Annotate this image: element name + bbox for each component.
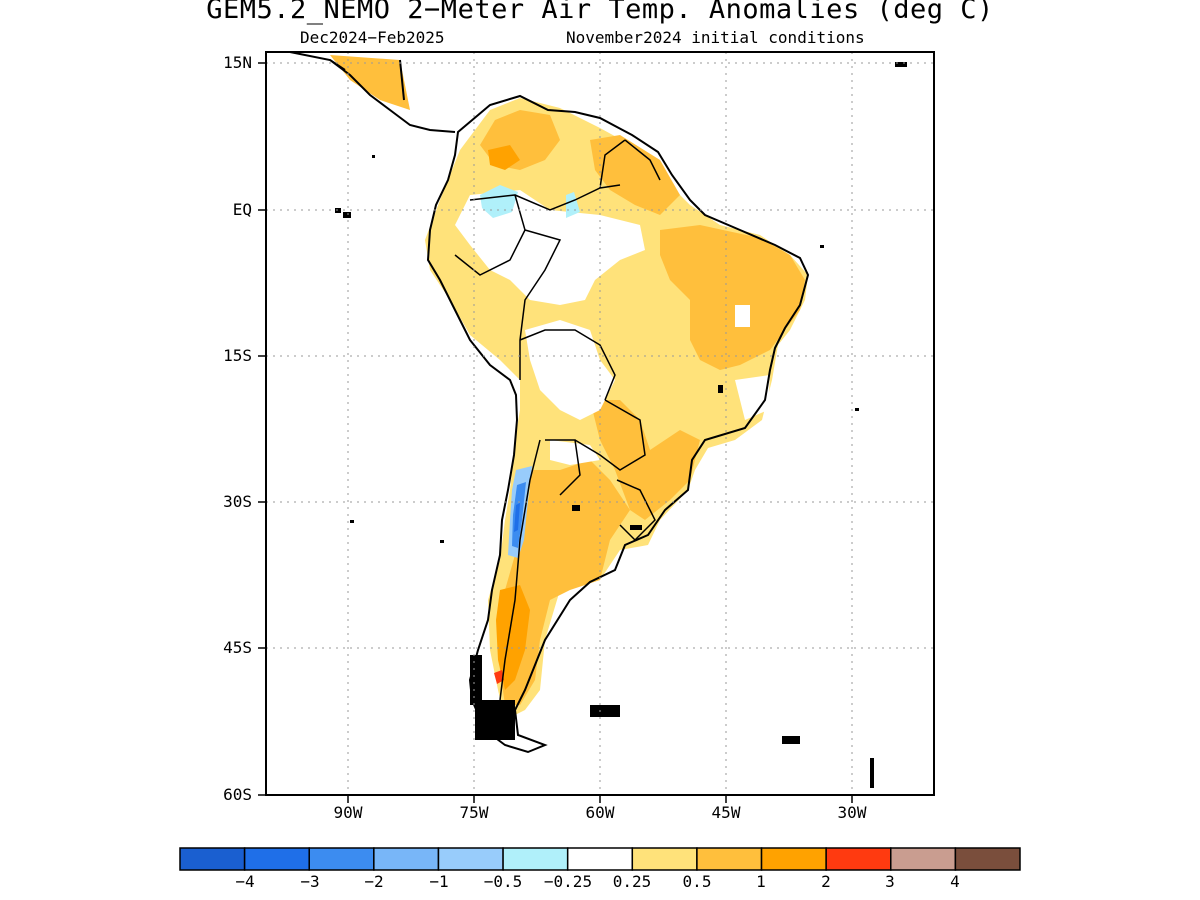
colorbar-label: 4 xyxy=(950,872,960,891)
colorbar-cell xyxy=(954,847,1021,871)
colorbar-label: 2 xyxy=(821,872,831,891)
colorbar-cell xyxy=(631,847,698,871)
south-america-coastline xyxy=(426,94,810,754)
colorbar-label: 1 xyxy=(756,872,766,891)
anomaly-fill-orange xyxy=(330,55,410,110)
colorbar-label: 0.25 xyxy=(612,872,652,891)
colorbar-cell xyxy=(890,847,957,871)
country-borders xyxy=(454,139,661,701)
lat-label: 15S xyxy=(223,346,252,365)
colorbar-cell xyxy=(696,847,763,871)
lon-label: 90W xyxy=(333,803,363,822)
colorbar xyxy=(179,847,1021,871)
anomaly-fill-light-cyan xyxy=(480,185,518,218)
lat-label: 45S xyxy=(223,638,252,657)
colorbar-cell xyxy=(566,847,634,871)
anomaly-fill-white xyxy=(525,320,615,420)
anomaly-fill-orange xyxy=(590,400,700,520)
lat-label: 60S xyxy=(223,785,252,804)
anomaly-fill-white xyxy=(455,190,645,305)
colorbar-cell xyxy=(179,847,246,871)
anomaly-fill-white xyxy=(735,375,770,420)
colorbar-label: 0.5 xyxy=(682,872,712,891)
colorbar-label: −1 xyxy=(429,872,449,891)
anomaly-fill-orange xyxy=(498,460,630,705)
colorbar-cell xyxy=(502,847,569,871)
colorbar-cell xyxy=(437,847,504,871)
anomaly-fill-dark-orange xyxy=(488,145,520,170)
axis-ticks xyxy=(258,62,853,803)
anomaly-fill-blue-band xyxy=(514,503,520,532)
colorbar-cell xyxy=(373,847,440,871)
colorbar-cell xyxy=(825,847,892,871)
central-america-coastline xyxy=(289,52,456,133)
lat-label: EQ xyxy=(232,200,252,219)
lon-label: 45W xyxy=(711,803,741,822)
lon-label: 75W xyxy=(459,803,489,822)
colorbar-label: −2 xyxy=(364,872,384,891)
map-title: GEM5.2_NEMO 2−Meter Air Temp. Anomalies … xyxy=(206,0,994,25)
anomaly-fill-orange xyxy=(590,135,680,215)
anomaly-fill-orange xyxy=(660,225,805,370)
colorbar-cell xyxy=(760,847,827,871)
colorbar-cell xyxy=(243,847,310,871)
lon-label: 60W xyxy=(585,803,615,822)
anomaly-fill-red xyxy=(494,670,504,684)
initial-conditions: November2024 initial conditions xyxy=(566,28,865,47)
lon-label: 30W xyxy=(837,803,867,822)
graticule xyxy=(266,52,934,795)
lat-label: 30S xyxy=(223,492,252,511)
island-dots xyxy=(335,62,907,788)
colorbar-label: −3 xyxy=(300,872,320,891)
anomaly-fill-white xyxy=(550,440,600,465)
colorbar-label: 3 xyxy=(885,872,895,891)
colorbar-label: −4 xyxy=(235,872,255,891)
forecast-period: Dec2024−Feb2025 xyxy=(300,28,445,47)
lat-label: 15N xyxy=(223,53,252,72)
colorbar-label: −0.5 xyxy=(483,872,523,891)
anomaly-fill-light-cyan xyxy=(566,192,580,218)
anomaly-fill-white xyxy=(735,305,750,327)
colorbar-cell xyxy=(308,847,375,871)
colorbar-label: −0.25 xyxy=(543,872,593,891)
